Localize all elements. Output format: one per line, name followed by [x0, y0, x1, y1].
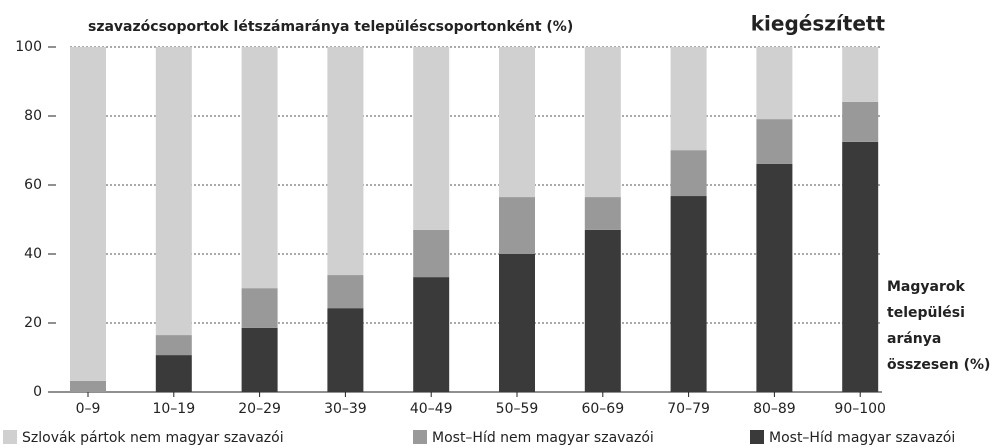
- y-tick-label: 100: [15, 39, 42, 55]
- x-tick-label: 10–19: [152, 401, 195, 417]
- bar-segment: [327, 47, 364, 276]
- x-axis-label: Magyarok: [887, 279, 965, 295]
- x-tick-label: 20–29: [238, 401, 281, 417]
- x-tick-label: 90–100: [834, 401, 886, 417]
- legend-label: Szlovák pártok nem magyar szavazói: [22, 430, 284, 446]
- x-axis-label: települési: [887, 305, 965, 321]
- legend-swatch: [413, 430, 427, 444]
- legend-label: Most–Híd nem magyar szavazói: [432, 430, 654, 446]
- bar-segment: [584, 197, 621, 230]
- y-tick-label: 0: [33, 384, 42, 400]
- legend-label: Most–Híd magyar szavazói: [769, 430, 955, 446]
- bar-segment: [842, 101, 879, 142]
- x-tick-label: 30–39: [324, 401, 367, 417]
- bar-segment: [241, 327, 278, 392]
- y-tick-label: 60: [24, 177, 42, 193]
- x-tick-label: 40–49: [410, 401, 453, 417]
- bar-segment: [327, 308, 364, 392]
- y-tick-label: 20: [24, 315, 42, 331]
- bar-segment: [584, 229, 621, 392]
- x-tick-label: 0–9: [76, 401, 101, 417]
- bar-segment: [241, 288, 278, 328]
- bar-segment: [756, 119, 793, 164]
- x-tick-label: 70–79: [667, 401, 710, 417]
- x-axis-label: összesen (%): [887, 357, 990, 373]
- legend-swatch: [750, 430, 764, 444]
- bar-segment: [842, 47, 879, 102]
- bar-segment: [670, 47, 707, 151]
- bar-segment: [499, 47, 535, 198]
- bar-segment: [499, 254, 535, 392]
- x-tick-label: 60–69: [581, 401, 624, 417]
- bar-segment: [413, 47, 450, 230]
- bar-segment: [499, 197, 535, 254]
- bar-segment: [413, 229, 450, 278]
- bar-segment: [584, 47, 621, 198]
- bar-segment: [670, 150, 707, 197]
- bar-segment: [155, 47, 192, 336]
- chart-subtitle: kiegészített: [751, 12, 886, 36]
- chart-title: szavazócsoportok létszámaránya település…: [88, 19, 573, 35]
- bar-segment: [756, 47, 793, 120]
- bar-segment: [842, 141, 879, 392]
- bar-segment: [327, 275, 364, 309]
- bar-segment: [670, 196, 707, 392]
- legend-swatch: [3, 430, 17, 444]
- bar-segment: [70, 380, 106, 392]
- bar-segment: [413, 277, 450, 392]
- y-tick-label: 80: [24, 108, 42, 124]
- x-tick-label: 80–89: [753, 401, 796, 417]
- x-axis-label: aránya: [887, 331, 941, 347]
- bar-segment: [241, 47, 278, 289]
- bar-segment: [70, 47, 106, 381]
- bar-segment: [756, 163, 793, 392]
- y-tick-label: 40: [24, 246, 42, 262]
- bar-segment: [155, 355, 192, 392]
- bar-segment: [155, 335, 192, 356]
- x-tick-label: 50–59: [496, 401, 539, 417]
